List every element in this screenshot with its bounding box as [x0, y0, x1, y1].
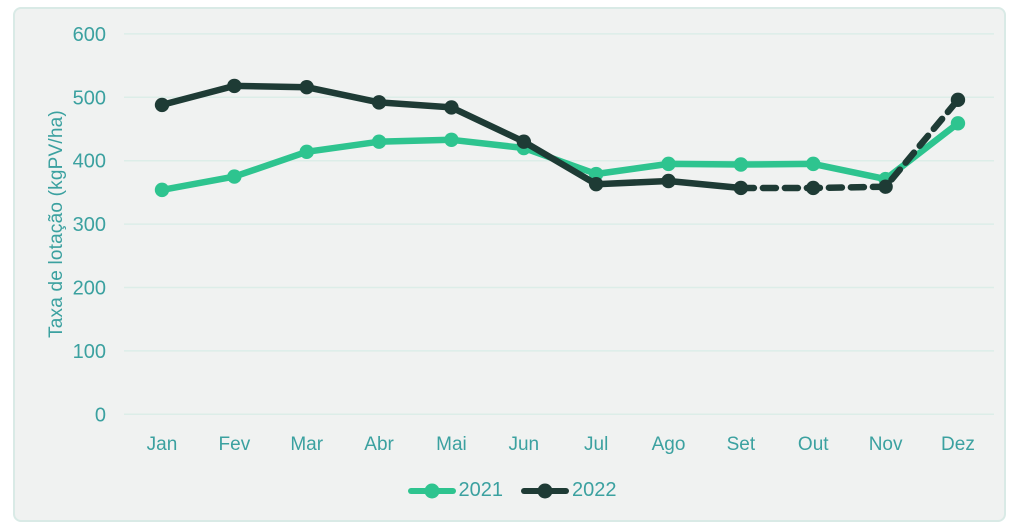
data-point-2021-dez — [950, 116, 966, 131]
x-tick-label-jun: Jun — [508, 434, 539, 455]
y-tick-label-600: 600 — [73, 24, 106, 46]
legend-label-2022: 2022 — [572, 479, 617, 501]
data-point-2022-ago — [661, 173, 676, 189]
data-point-2021-out — [806, 156, 821, 172]
legend-line-marker-icon — [521, 483, 569, 498]
legend-item-2021: 2021 — [407, 479, 504, 502]
x-tick-label-set: Set — [727, 434, 756, 455]
data-point-2022-set — [733, 180, 749, 196]
y-tick-label-500: 500 — [73, 87, 106, 109]
data-point-2021-ago — [661, 156, 676, 172]
y-tick-label-100: 100 — [73, 341, 106, 363]
data-point-2022-fev — [227, 78, 242, 94]
series-line-2022-dashed — [737, 96, 962, 192]
data-point-2021-mai — [444, 132, 459, 147]
legend-dot-icon — [537, 483, 553, 498]
data-point-2021-fev — [227, 169, 242, 184]
x-tick-label-nov: Nov — [869, 434, 903, 455]
x-tick-label-jul: Jul — [584, 434, 608, 455]
x-tick-label-fev: Fev — [219, 434, 251, 455]
y-tick-label-200: 200 — [73, 278, 106, 300]
data-point-2022-dez — [950, 92, 966, 108]
data-point-2022-abr — [371, 95, 387, 110]
x-tick-label-abr: Abr — [364, 434, 394, 455]
data-point-2021-jul — [588, 166, 604, 182]
x-tick-label-dez: Dez — [941, 434, 975, 455]
data-point-2021-jan — [154, 182, 170, 198]
data-point-2022-jun — [516, 134, 531, 149]
data-point-2022-jul — [588, 176, 604, 192]
data-point-2022-mai — [444, 100, 459, 115]
x-tick-label-ago: Ago — [652, 434, 686, 455]
chart-panel — [13, 7, 1006, 522]
legend-dot-icon — [424, 483, 439, 498]
x-tick-label-mai: Mai — [436, 434, 467, 455]
x-tick-label-jan: Jan — [147, 434, 178, 455]
data-point-2021-abr — [371, 134, 387, 149]
data-point-2022-out — [806, 180, 821, 196]
chart-legend: 2021 2022 — [0, 479, 1024, 502]
data-point-2022-mar — [299, 79, 314, 95]
data-point-2021-mar — [299, 144, 314, 160]
data-point-2021-set — [733, 157, 749, 172]
x-tick-label-mar: Mar — [290, 434, 323, 455]
legend-line-marker-icon — [407, 483, 456, 498]
legend-item-2022: 2022 — [521, 479, 617, 502]
data-point-2022-nov — [878, 179, 893, 194]
legend-label-2021: 2021 — [458, 479, 504, 501]
y-tick-label-0: 0 — [95, 404, 106, 426]
y-tick-label-300: 300 — [73, 214, 106, 236]
y-tick-label-400: 400 — [73, 151, 106, 173]
x-tick-label-out: Out — [798, 434, 829, 455]
series-line-2021 — [158, 120, 962, 194]
data-point-2022-jan — [154, 97, 170, 113]
